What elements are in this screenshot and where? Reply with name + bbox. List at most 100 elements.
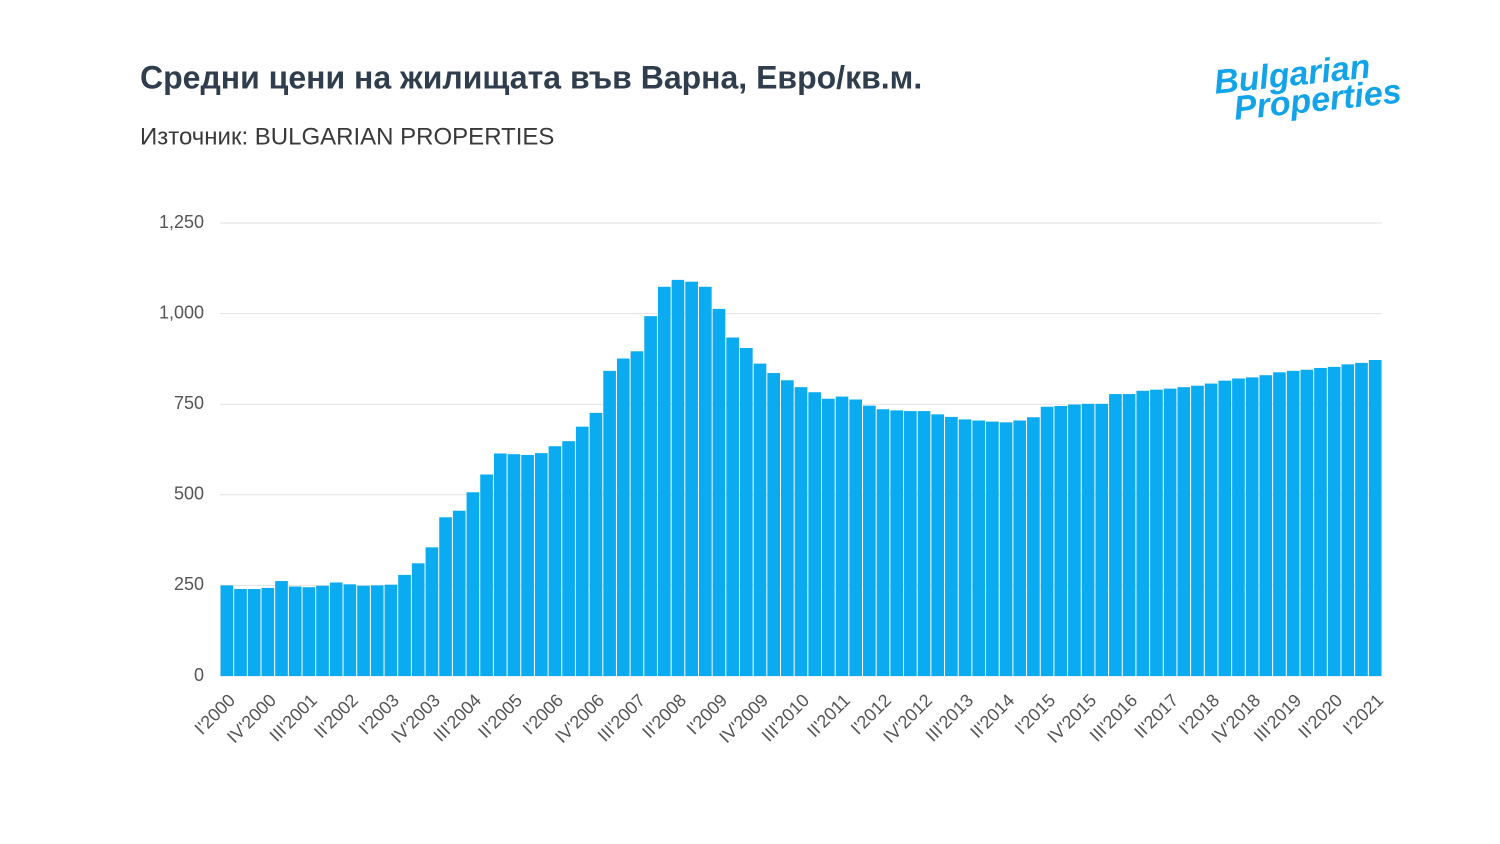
bar (1191, 385, 1204, 676)
bar (493, 453, 507, 676)
bar (630, 351, 644, 676)
bar (1232, 378, 1245, 676)
bar (1218, 380, 1232, 676)
bar (575, 426, 589, 676)
bar (1177, 387, 1191, 676)
bar (698, 286, 712, 676)
bar (562, 441, 575, 676)
bar (1327, 366, 1341, 676)
y-tick-label: 250 (174, 574, 204, 594)
y-tick-label: 750 (174, 393, 204, 413)
bar (234, 589, 247, 676)
bar (370, 585, 384, 676)
bar (603, 370, 616, 676)
bar (876, 409, 890, 676)
bar (1068, 404, 1081, 676)
logo: Bulgarian Properties (1212, 48, 1403, 128)
bar (945, 416, 958, 676)
bar (753, 363, 767, 676)
bar (398, 574, 411, 676)
x-tick-label: II'2017 (1130, 690, 1182, 742)
bar (1355, 362, 1368, 676)
bar (1314, 367, 1327, 676)
bar (425, 547, 439, 676)
bar (917, 411, 931, 676)
bar (616, 358, 630, 676)
bar (1081, 403, 1095, 676)
bar (808, 392, 822, 676)
bar (972, 420, 986, 676)
x-tick-label: II'2005 (474, 690, 526, 742)
bar (1259, 375, 1273, 676)
bar (726, 337, 739, 676)
bar (480, 474, 493, 676)
bar (316, 585, 329, 676)
x-tick-label: I'2021 (1339, 690, 1387, 738)
bar (999, 422, 1013, 676)
bar (302, 587, 316, 676)
bar (1013, 420, 1027, 676)
y-tick-label: 0 (194, 665, 204, 685)
bar (1040, 406, 1054, 676)
bar (1273, 372, 1286, 676)
bar (247, 589, 261, 676)
chart-title: Средни цени на жилищата във Варна, Евро/… (140, 59, 922, 95)
bar (822, 398, 835, 676)
bar (739, 348, 753, 676)
bar (288, 586, 302, 676)
bar (849, 399, 863, 676)
y-tick-label: 1,250 (159, 212, 204, 232)
bar (685, 281, 698, 676)
bar (1122, 394, 1136, 676)
bar (548, 446, 562, 676)
bar (958, 419, 972, 676)
bar (904, 411, 917, 676)
bar (439, 517, 452, 676)
bar (357, 585, 370, 676)
bar (589, 412, 603, 676)
x-tick-label: II'2014 (966, 690, 1018, 742)
bar (452, 510, 466, 676)
bar (220, 585, 234, 676)
bar (1136, 390, 1150, 676)
bar (767, 373, 780, 676)
bar (712, 308, 726, 676)
x-tick-label: II'2011 (803, 690, 854, 741)
bar (835, 396, 849, 676)
bar (1368, 359, 1382, 676)
bar (534, 453, 548, 676)
bar (780, 380, 794, 676)
bar (1341, 364, 1355, 676)
bar (1054, 406, 1068, 676)
bar (863, 405, 876, 676)
bar (986, 421, 999, 676)
bar (343, 584, 357, 676)
bar (1245, 377, 1259, 676)
chart-subtitle: Източник: BULGARIAN PROPERTIES (140, 123, 554, 150)
bar (1109, 394, 1122, 676)
bar (1095, 403, 1109, 676)
bar (1027, 417, 1040, 676)
bar (890, 410, 904, 676)
bar (1300, 369, 1314, 676)
x-tick-label: II'2008 (638, 690, 690, 742)
x-tick-label: II'2020 (1294, 690, 1346, 742)
bar (261, 587, 275, 676)
bar (466, 492, 480, 676)
bar (931, 414, 945, 676)
bar (329, 582, 343, 676)
y-tick-label: 500 (174, 484, 204, 504)
bar (384, 584, 398, 676)
bar (794, 387, 808, 676)
bar (644, 316, 657, 676)
bar (1286, 370, 1300, 676)
bar (657, 286, 671, 676)
y-tick-label: 1,000 (159, 302, 204, 322)
bar (507, 454, 521, 676)
bar (1163, 388, 1177, 676)
bar (411, 563, 425, 676)
bar (521, 454, 534, 676)
bar (275, 581, 288, 676)
bar (1204, 383, 1218, 676)
